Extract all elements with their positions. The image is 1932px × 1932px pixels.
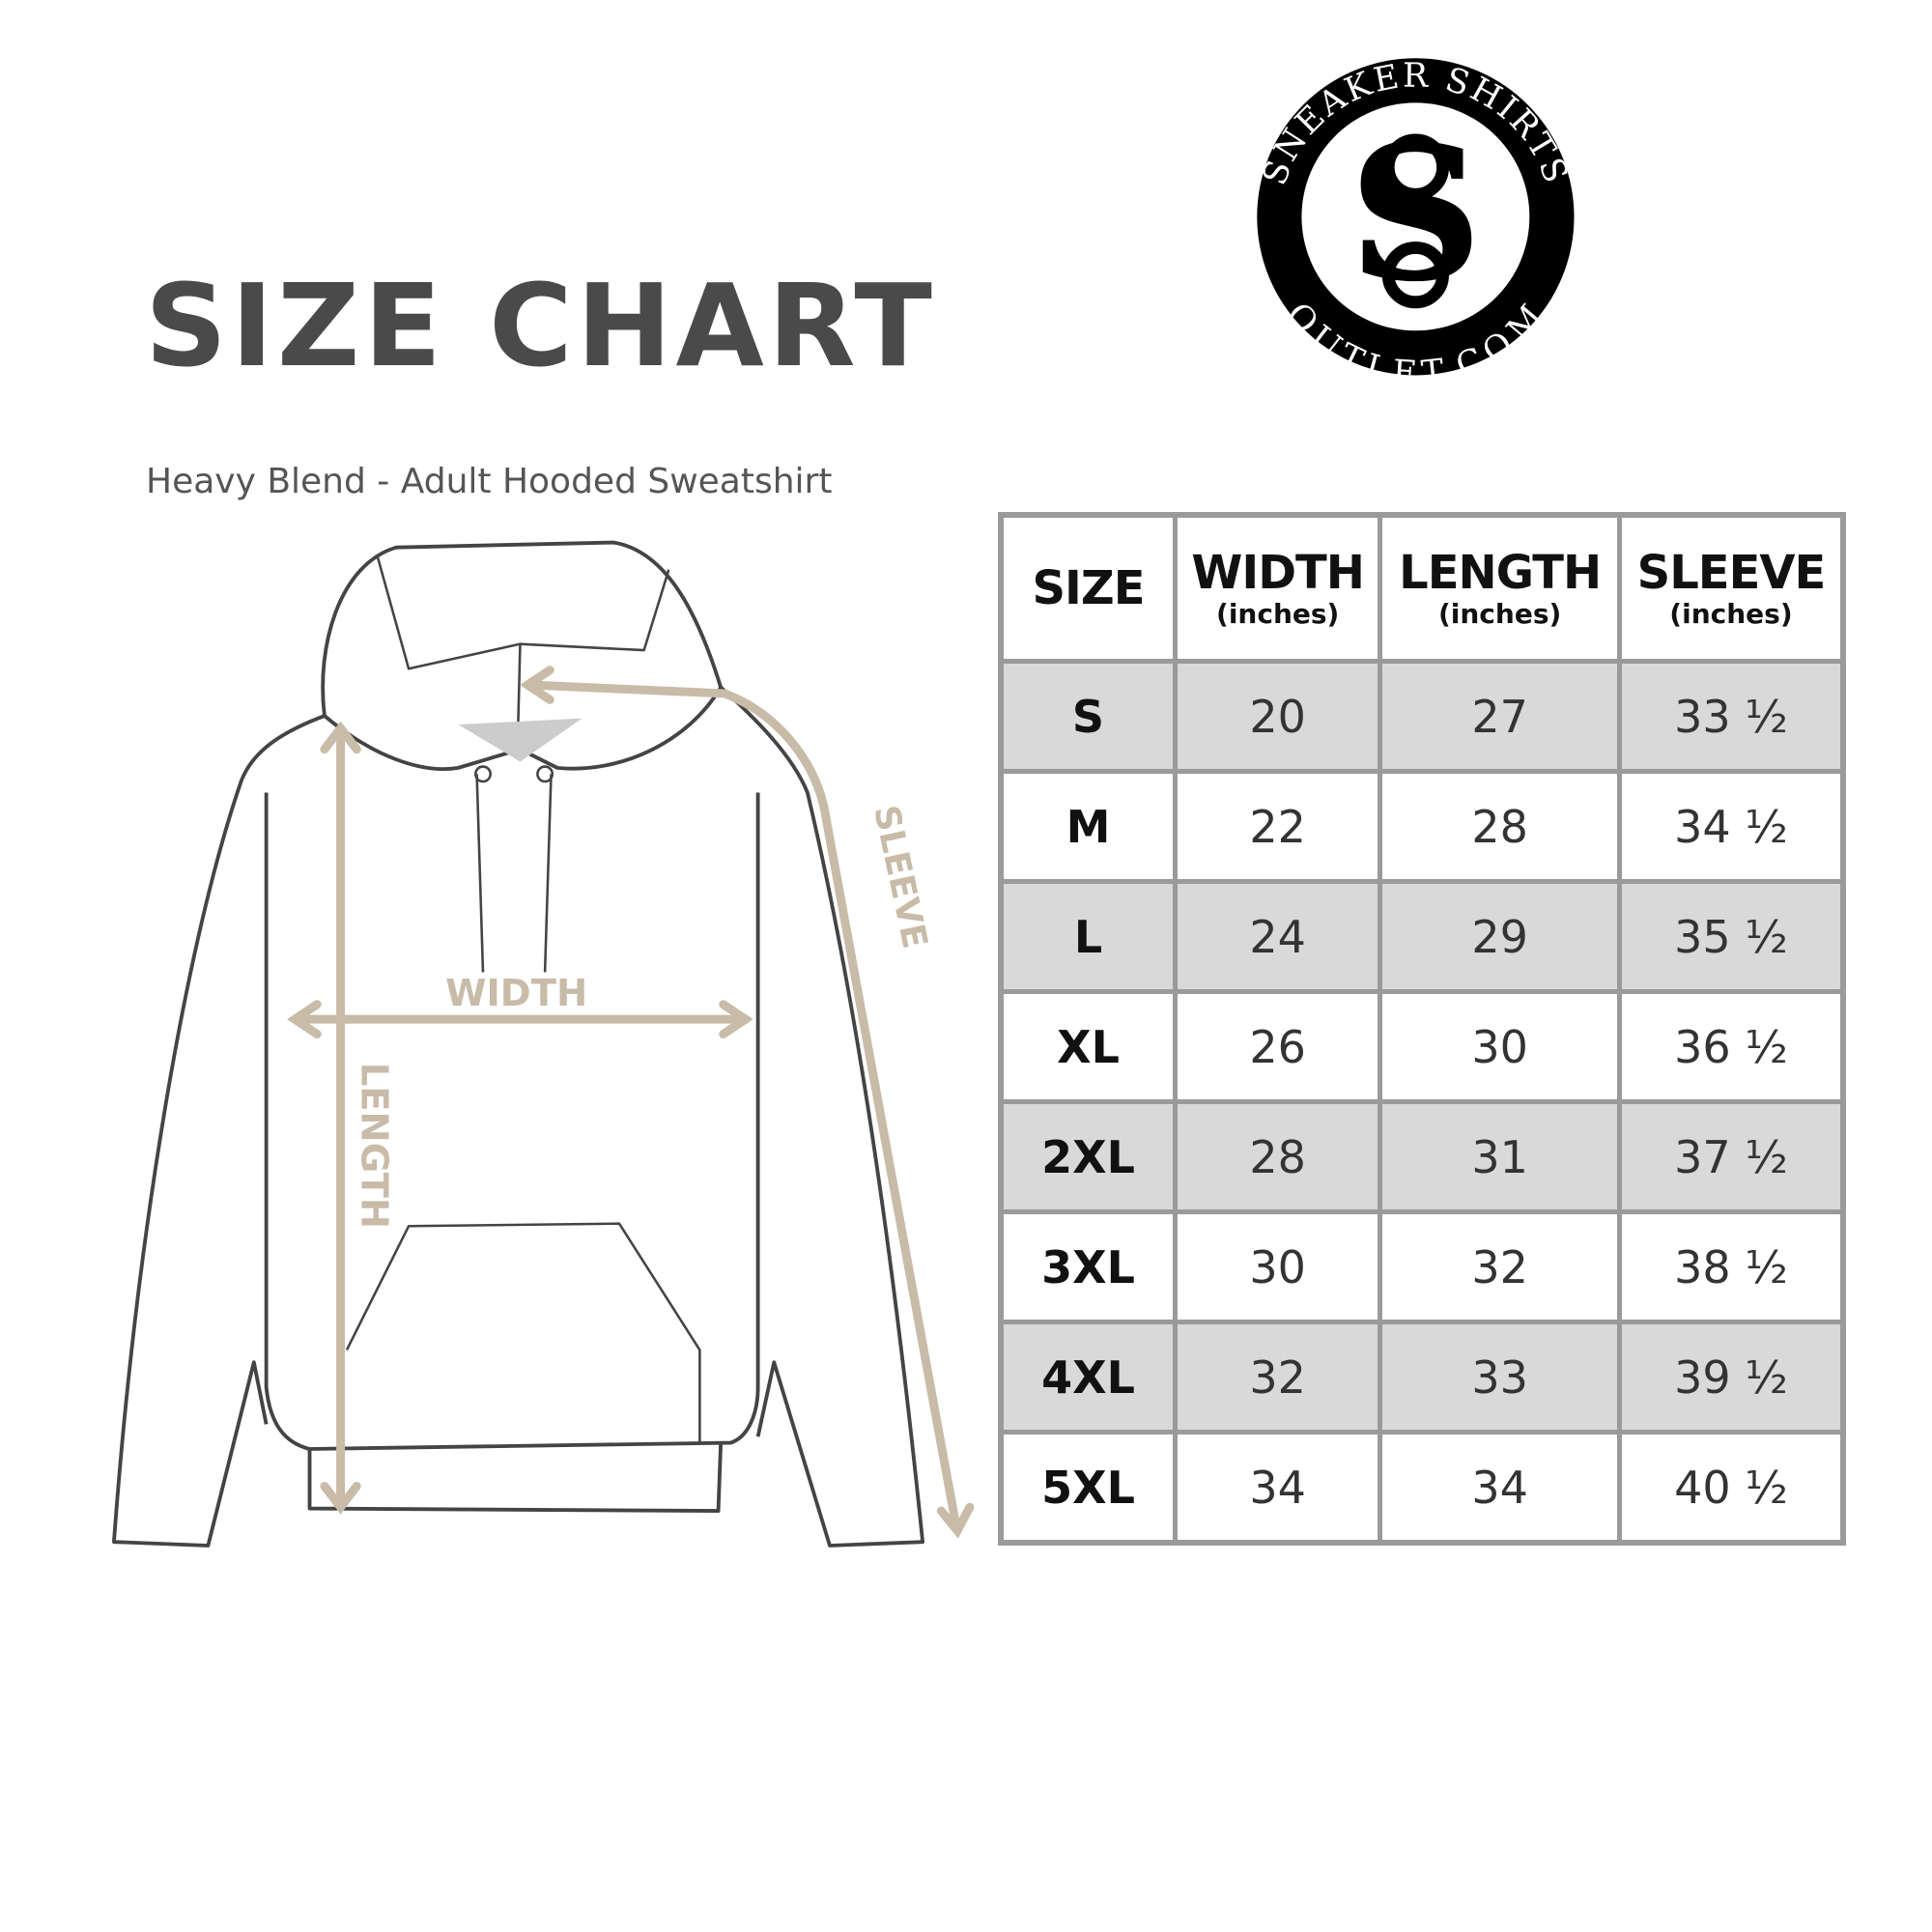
size-cell: 3XL [998, 1209, 1178, 1324]
sleeve-cell: 36 ½ [1616, 989, 1846, 1104]
length-label: LENGTH [352, 1063, 395, 1229]
brand-logo: SNEAKER SHIRTS OUTLET.COM S [1256, 57, 1575, 393]
header-sleeve: SLEEVE (inches) [1616, 512, 1846, 664]
width-cell: 30 [1172, 1209, 1383, 1324]
width-cell: 26 [1172, 989, 1383, 1104]
table-header-row: SIZE WIDTH (inches) LENGTH (inches) SLEEVE… [998, 512, 1846, 664]
table-row: L 24 29 35 ½ [998, 879, 1846, 994]
width-cell: 28 [1172, 1099, 1383, 1214]
sleeve-cell: 40 ½ [1616, 1430, 1846, 1546]
size-cell: S [998, 659, 1178, 774]
length-cell: 29 [1378, 879, 1622, 994]
width-cell: 32 [1172, 1320, 1383, 1435]
size-cell: 5XL [998, 1430, 1178, 1546]
table-row: 3XL 30 32 38 ½ [998, 1209, 1846, 1324]
length-cell: 27 [1378, 659, 1622, 774]
size-cell: XL [998, 989, 1178, 1104]
header-length: LENGTH (inches) [1378, 512, 1622, 664]
sleeve-cell: 39 ½ [1616, 1320, 1846, 1435]
size-cell: M [998, 769, 1178, 884]
sleeve-arrow [526, 680, 961, 1530]
table-row: 4XL 32 33 39 ½ [998, 1320, 1846, 1435]
size-cell: 2XL [998, 1099, 1178, 1214]
width-cell: 34 [1172, 1430, 1383, 1546]
size-cell: L [998, 879, 1178, 994]
sleeve-label: SLEEVE [866, 802, 934, 952]
header-width: WIDTH (inches) [1172, 512, 1383, 664]
sleeve-cell: 33 ½ [1616, 659, 1846, 774]
width-cell: 22 [1172, 769, 1383, 884]
length-cell: 34 [1378, 1430, 1622, 1546]
width-cell: 24 [1172, 879, 1383, 994]
length-cell: 28 [1378, 769, 1622, 884]
size-cell: 4XL [998, 1320, 1178, 1435]
sleeve-cell: 38 ½ [1616, 1209, 1846, 1324]
width-cell: 20 [1172, 659, 1383, 774]
width-label: WIDTH [445, 972, 587, 1015]
sleeve-cell: 34 ½ [1616, 769, 1846, 884]
measurement-arrows [287, 666, 975, 1539]
length-cell: 31 [1378, 1099, 1622, 1214]
header-size: SIZE [998, 512, 1178, 664]
size-table: SIZE WIDTH (inches) LENGTH (inches) SLEEVE… [998, 512, 1846, 1546]
product-subtitle: Heavy Blend - Adult Hooded Sweatshirt [146, 462, 833, 501]
hoodie-outline [112, 540, 925, 1548]
table-row: XL 26 30 36 ½ [998, 989, 1846, 1104]
table-row: 2XL 28 31 37 ½ [998, 1099, 1846, 1214]
length-cell: 30 [1378, 989, 1622, 1104]
sleeve-cell: 37 ½ [1616, 1099, 1846, 1214]
length-cell: 33 [1378, 1320, 1622, 1435]
hood-lining [458, 718, 582, 762]
length-cell: 32 [1378, 1209, 1622, 1324]
sleeve-cell: 35 ½ [1616, 879, 1846, 994]
table-row: S 20 27 33 ½ [998, 659, 1846, 774]
page-title: SIZE CHART [145, 259, 936, 392]
table-row: 5XL 34 34 40 ½ [998, 1430, 1846, 1546]
table-row: M 22 28 34 ½ [998, 769, 1846, 884]
